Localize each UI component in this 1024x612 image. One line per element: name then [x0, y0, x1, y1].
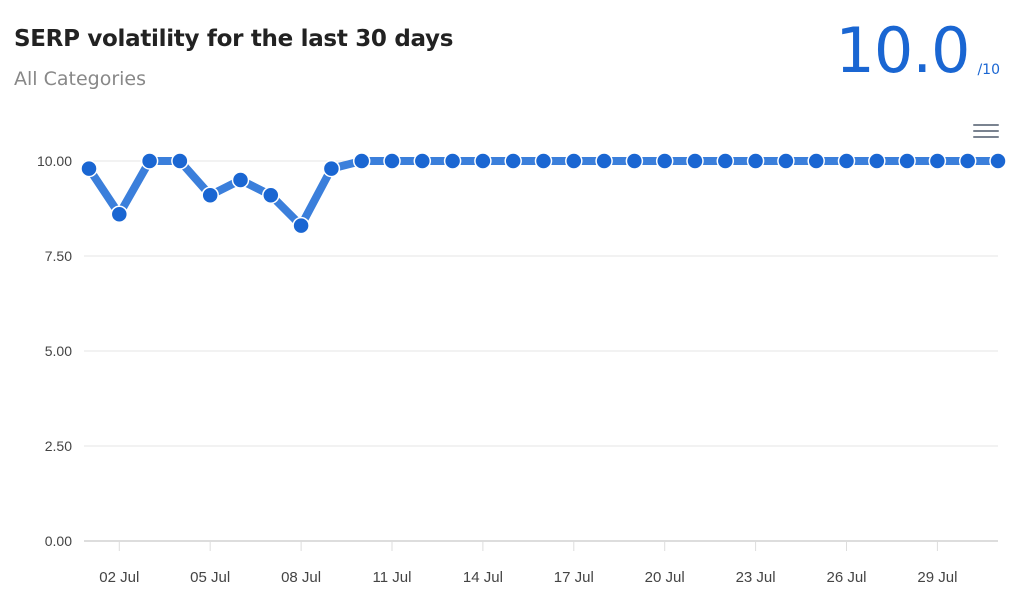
data-point[interactable]: [352, 152, 371, 170]
data-point[interactable]: [807, 152, 825, 170]
data-point[interactable]: [625, 152, 644, 170]
data-point[interactable]: [777, 152, 795, 170]
data-point[interactable]: [595, 152, 613, 170]
data-point[interactable]: [80, 159, 98, 178]
data-point[interactable]: [928, 152, 947, 170]
data-point[interactable]: [292, 216, 310, 235]
x-tick-label: 02 Jul: [99, 569, 139, 586]
data-point[interactable]: [383, 152, 401, 170]
data-point[interactable]: [504, 152, 522, 170]
x-tick-label: 26 Jul: [826, 569, 866, 586]
data-point[interactable]: [231, 171, 250, 189]
data-point[interactable]: [413, 152, 432, 170]
data-point[interactable]: [837, 152, 856, 170]
x-tick-label: 11 Jul: [373, 569, 412, 586]
data-point[interactable]: [746, 152, 765, 170]
score-value: 10.0: [835, 14, 970, 87]
data-point[interactable]: [898, 152, 916, 170]
x-tick-label: 05 Jul: [190, 569, 230, 586]
x-tick-label: 29 Jul: [917, 569, 957, 586]
y-tick-label: 2.50: [45, 438, 72, 454]
chart-title: SERP volatility for the last 30 days: [14, 26, 454, 52]
y-axis: 0.00 2.50 5.00 7.50 10.00: [37, 153, 72, 549]
data-point[interactable]: [110, 205, 129, 223]
data-point[interactable]: [716, 152, 735, 170]
x-tick-label: 20 Jul: [645, 569, 685, 586]
score-max: /10: [977, 62, 1000, 78]
x-tick-label: 14 Jul: [463, 569, 503, 586]
data-point[interactable]: [534, 152, 553, 170]
data-point[interactable]: [201, 186, 219, 204]
data-point[interactable]: [868, 152, 886, 170]
data-point[interactable]: [171, 152, 189, 170]
data-point[interactable]: [262, 186, 280, 204]
x-tick-label: 23 Jul: [736, 569, 776, 586]
y-tick-label: 10.00: [37, 153, 72, 169]
data-point[interactable]: [655, 152, 674, 170]
x-tick-label: 08 Jul: [281, 569, 321, 586]
x-tick-label: 17 Jul: [554, 569, 594, 586]
data-point[interactable]: [474, 152, 492, 170]
data-point[interactable]: [958, 152, 977, 170]
chart-subtitle: All Categories: [14, 68, 147, 90]
hamburger-menu-icon[interactable]: [973, 124, 999, 142]
data-point[interactable]: [443, 152, 462, 170]
data-point[interactable]: [686, 152, 704, 170]
data-point[interactable]: [989, 152, 1007, 170]
x-axis: 02 Jul 05 Jul 08 Jul 11 Jul 14 Jul 17 Jul 20 J…: [99, 541, 957, 586]
data-point[interactable]: [140, 152, 159, 170]
y-tick-label: 0.00: [45, 533, 72, 549]
data-series: [80, 152, 1007, 235]
data-point[interactable]: [565, 152, 583, 170]
volatility-score: 10.0 /10: [835, 16, 1000, 86]
gridlines: [84, 160, 998, 542]
data-point[interactable]: [322, 159, 341, 178]
y-tick-label: 5.00: [45, 343, 72, 359]
y-tick-label: 7.50: [45, 248, 72, 264]
